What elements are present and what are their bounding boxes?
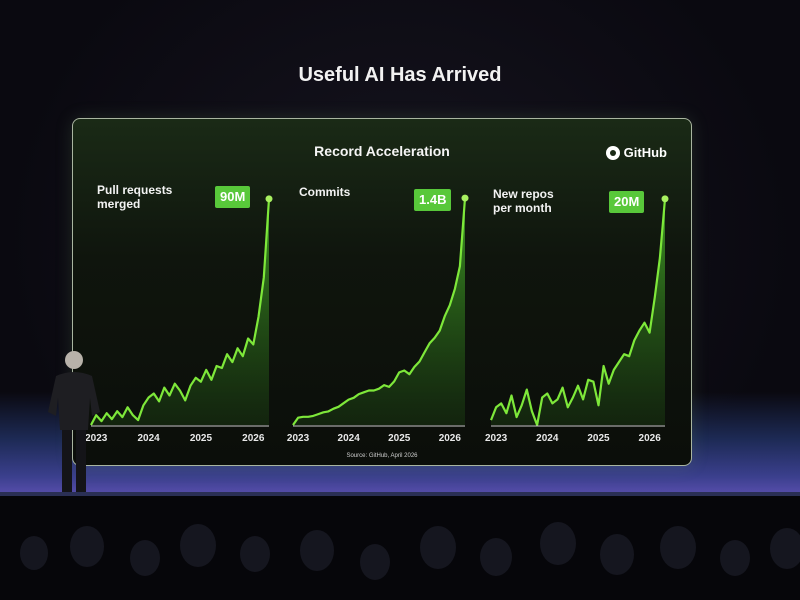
- panel-1-endpoint: [265, 195, 273, 203]
- audience-head: [420, 526, 456, 570]
- panel-3-title: New repos per month: [493, 187, 554, 215]
- panel-3-tick-label: 2023: [485, 433, 508, 444]
- panel-2-series-line: [292, 198, 467, 426]
- panel-3-tick-label: 2026: [639, 433, 662, 444]
- panel-2-title-line-1: Commits: [299, 185, 351, 199]
- audience-head: [480, 538, 512, 577]
- panel-1-tick-label: 2026: [242, 433, 265, 444]
- panel-1-series-line: [90, 198, 271, 426]
- presentation-screen: Record Acceleration GitHub 2023 2024 2025 2…: [72, 118, 692, 466]
- panel-3-tick-label: 2024: [536, 433, 559, 444]
- panel-3-title-line-2: per month: [493, 201, 552, 215]
- panel-3-series-line: [489, 198, 667, 427]
- panel-2-tick-label: 2026: [439, 433, 462, 444]
- panel-2-tick-label: 2023: [287, 433, 310, 444]
- stage-edge: [0, 492, 800, 496]
- panel-2-badge: 1.4B: [414, 189, 452, 211]
- panel-3-badge: 20M: [609, 191, 645, 213]
- audience-head: [240, 536, 270, 572]
- panel-1-tick-label: 2025: [190, 433, 213, 444]
- audience-head: [180, 524, 216, 568]
- panel-2-endpoint: [461, 194, 469, 202]
- github-brand: GitHub: [605, 145, 667, 160]
- audience-head: [70, 526, 104, 567]
- audience-head: [600, 534, 634, 575]
- audience-head: [360, 544, 390, 580]
- audience-head: [20, 536, 48, 570]
- audience-head: [770, 528, 800, 569]
- audience-head: [130, 540, 160, 576]
- panel-1-area: [91, 198, 269, 425]
- panel-1-title: Pull requests merged: [97, 183, 172, 211]
- panel-3-title-line-1: New repos: [493, 187, 554, 201]
- audience-area: [0, 496, 800, 600]
- panel-2-tick-label: 2025: [388, 433, 411, 444]
- source-note: Source: GitHub, April 2026: [346, 453, 418, 459]
- panel-2-area: [293, 198, 465, 425]
- audience-head: [300, 530, 334, 571]
- panel-1-badge: 90M: [215, 186, 251, 208]
- panel-3-area: [491, 198, 665, 425]
- audience-head: [660, 526, 696, 570]
- panel-2-title: Commits: [299, 185, 350, 199]
- panel-1-tick-label: 2024: [137, 433, 160, 444]
- audience-head: [540, 522, 576, 566]
- panel-1-title-line-1: Pull requests: [97, 183, 173, 197]
- slide-title: Useful AI Has Arrived: [298, 64, 502, 86]
- panel-1-title-line-2: merged: [97, 197, 141, 211]
- speaker-figure: [48, 351, 100, 492]
- github-logo-icon: [605, 145, 620, 160]
- panel-3-endpoint: [661, 195, 669, 203]
- screen-title: Record Acceleration: [314, 143, 450, 159]
- panel-1-tick-label: 2023: [85, 433, 108, 444]
- panel-3-tick-label: 2025: [587, 433, 610, 444]
- audience-head: [720, 540, 750, 576]
- panel-2-tick-label: 2024: [338, 433, 361, 444]
- github-brand-label: GitHub: [623, 145, 667, 160]
- charts-canvas: 2023 2024 2025 2026 2023 2024 2025 2026 2023 2024…: [85, 194, 669, 444]
